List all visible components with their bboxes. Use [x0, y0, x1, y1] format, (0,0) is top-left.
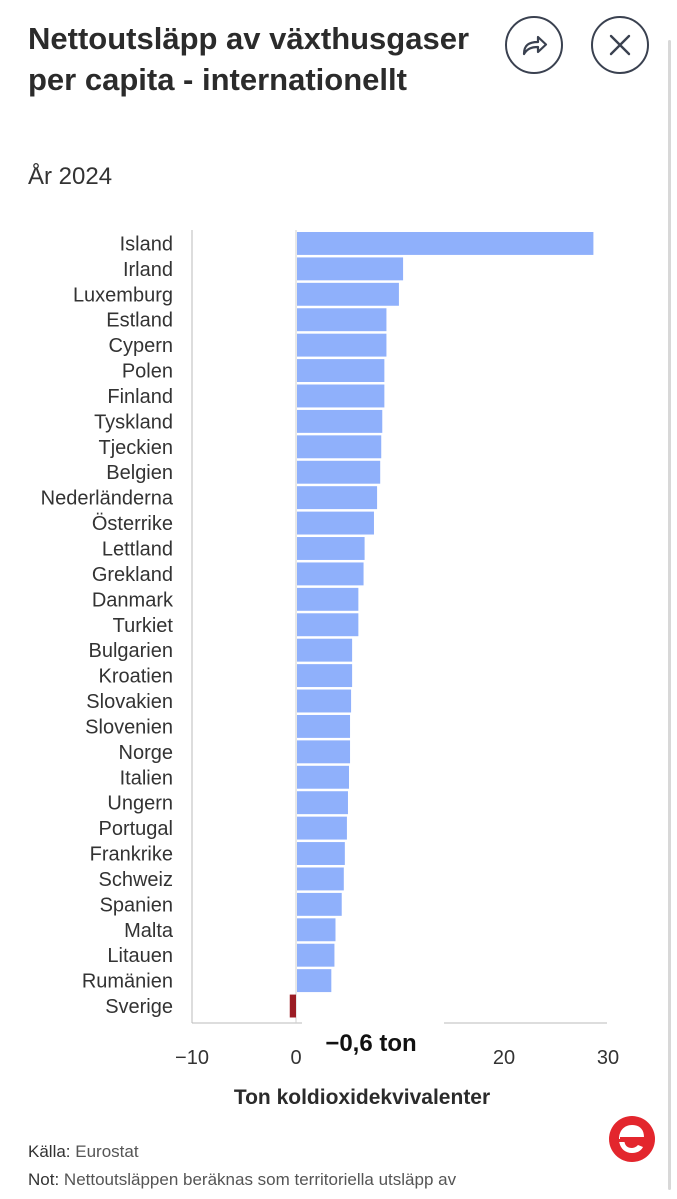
category-label: Lettland	[102, 538, 173, 560]
bar-portugal	[297, 816, 347, 840]
category-label: Kroatien	[99, 666, 174, 688]
x-tick-label: 20	[493, 1047, 515, 1069]
category-label: Belgien	[106, 462, 173, 484]
expressen-e-logo-icon	[608, 1115, 656, 1168]
bar-tjeckien	[297, 435, 382, 459]
bar-spanien	[297, 892, 342, 916]
page-title: Nettoutsläpp av växthusgaser per capita …	[28, 21, 470, 97]
category-label: Estland	[106, 310, 173, 332]
bar-island	[297, 232, 594, 255]
share-icon	[522, 35, 548, 56]
bar-grekland	[297, 562, 364, 586]
close-icon	[609, 34, 631, 56]
category-label: Grekland	[92, 564, 173, 586]
x-tick-label: 30	[597, 1047, 619, 1069]
x-tick-label: −10	[175, 1047, 209, 1069]
bar-italien	[297, 765, 349, 789]
category-label: Turkiet	[113, 615, 174, 637]
category-label: Frankrike	[90, 844, 173, 866]
bar-danmark	[297, 587, 359, 611]
share-button[interactable]	[505, 16, 563, 74]
note-value: Nettoutsläppen beräknas som territoriell…	[63, 1170, 457, 1189]
tooltip-box	[302, 1014, 444, 1070]
category-label: Österrike	[92, 513, 173, 535]
category-label: Malta	[124, 920, 174, 942]
bar-tyskland	[297, 409, 383, 433]
bar-slovakien	[297, 689, 352, 713]
bar-malta	[297, 918, 336, 942]
bar-slovenien	[297, 714, 351, 738]
category-label: Schweiz	[99, 869, 173, 891]
category-label: Finland	[107, 386, 173, 408]
category-label: Irland	[123, 259, 173, 281]
category-label: Danmark	[92, 589, 174, 611]
bar-bulgarien	[297, 638, 353, 662]
bar-sverige	[289, 994, 296, 1018]
bar-irland	[297, 257, 404, 281]
category-label: Slovenien	[85, 716, 173, 738]
bar-litauen	[297, 943, 335, 967]
chart-subtitle: År 2024	[28, 163, 113, 190]
category-label: Italien	[120, 767, 173, 789]
bar-nederländerna	[297, 486, 378, 510]
bar-polen	[297, 359, 385, 383]
category-label: Ungern	[107, 793, 173, 815]
bar-belgien	[297, 460, 381, 484]
category-label: Cypern	[109, 335, 173, 357]
bar-lettland	[297, 537, 365, 560]
tooltip-label: −0,6 ton	[325, 1030, 416, 1057]
category-label: Polen	[122, 361, 173, 383]
source-value: Eurostat	[75, 1142, 139, 1161]
bar-norge	[297, 740, 351, 764]
category-label: Tyskland	[94, 411, 173, 433]
category-label: Bulgarien	[88, 640, 173, 662]
bar-schweiz	[297, 867, 344, 891]
note-line: Not: Nettoutsläppen beräknas som territo…	[28, 1170, 456, 1190]
bar-luxemburg	[297, 282, 399, 306]
category-label: Sverige	[105, 996, 173, 1018]
bar-cypern	[297, 333, 387, 357]
category-label: Tjeckien	[99, 437, 173, 459]
bar-österrike	[297, 511, 374, 535]
bar-ungern	[297, 791, 348, 815]
category-label: Litauen	[107, 945, 173, 967]
category-label: Rumänien	[82, 971, 173, 993]
x-axis-label: Ton koldioxidekvivalenter	[234, 1086, 490, 1109]
category-label: Spanien	[100, 894, 173, 916]
bar-turkiet	[297, 613, 359, 637]
scrollbar[interactable]	[668, 40, 671, 1190]
category-label: Luxemburg	[73, 284, 173, 306]
x-tick-label: 0	[290, 1047, 301, 1069]
close-button[interactable]	[591, 16, 649, 74]
category-label: Norge	[119, 742, 173, 764]
category-label: Nederländerna	[41, 488, 174, 510]
note-label: Not:	[28, 1170, 60, 1189]
source-line: Källa: Eurostat	[28, 1142, 139, 1162]
category-label: Island	[120, 233, 173, 255]
source-label: Källa:	[28, 1142, 71, 1161]
bar-frankrike	[297, 842, 345, 865]
bar-estland	[297, 308, 387, 332]
category-label: Slovakien	[86, 691, 173, 713]
bar-rumänien	[297, 969, 332, 993]
bar-kroatien	[297, 664, 353, 688]
category-label: Portugal	[99, 818, 174, 840]
bar-finland	[297, 384, 385, 408]
